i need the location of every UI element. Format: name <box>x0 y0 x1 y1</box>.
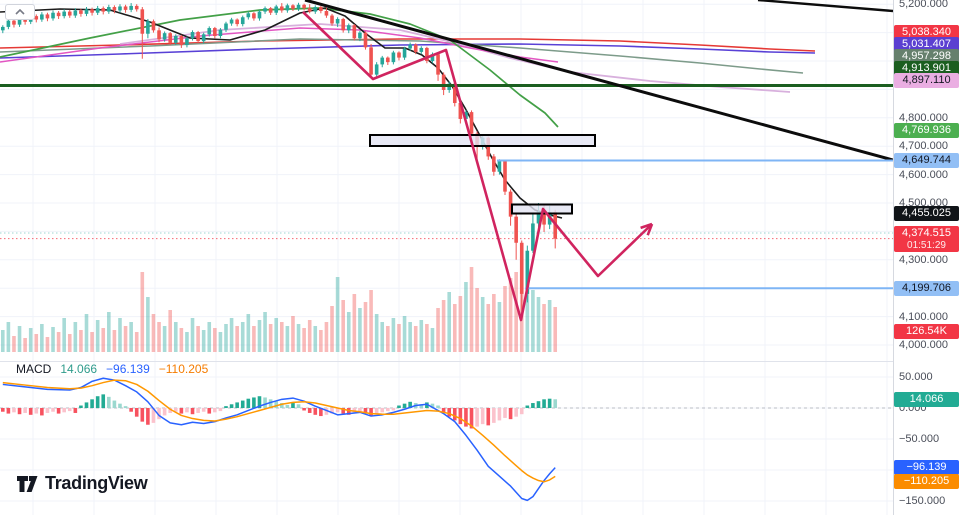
axis-label: −150.000 <box>899 495 946 507</box>
price-scale-axis[interactable]: 5,200.000 4,800.000 4,700.000 4,600.000 4,50… <box>893 0 960 515</box>
price-badge: 5,031.407 <box>894 36 959 52</box>
trendline-upper[interactable] <box>757 0 893 13</box>
axis-label: 4,300.000 <box>899 254 948 266</box>
macd-histogram-value: 14.066 <box>60 362 98 376</box>
price-badge: 4,769.936 <box>894 122 959 138</box>
price-badge: −96.139 <box>894 459 959 475</box>
price-badge: 4,897.110 <box>894 72 959 88</box>
price-badge: 5,038.340 <box>894 24 959 40</box>
axis-label: 4,000.000 <box>899 339 948 351</box>
macd-line-value: −96.139 <box>106 362 150 376</box>
macd-title: MACD <box>16 362 52 376</box>
macd-indicator-legend[interactable]: MACD 14.066 −96.139 −110.205 <box>16 362 208 377</box>
axis-label: −50.000 <box>899 433 940 445</box>
price-badge: 4,913.901 <box>894 60 959 76</box>
axis-label: 5,200.000 <box>899 0 948 10</box>
volume-bars <box>0 257 558 352</box>
candlesticks <box>0 2 558 320</box>
tradingview-logo[interactable]: TradingView <box>16 473 148 494</box>
price-badge: −110.205 <box>894 473 959 489</box>
price-badge: 4,957.298 <box>894 48 959 64</box>
price-badge: 4,199.706 <box>894 280 959 296</box>
tradingview-logo-text: TradingView <box>45 473 148 493</box>
ma-black <box>0 7 563 219</box>
supply-zone-upper[interactable] <box>369 134 596 147</box>
tradingview-logo-icon <box>17 475 38 492</box>
countdown-timer: 01:51:29 <box>907 240 946 251</box>
ma-indigo <box>0 43 816 59</box>
axis-label: 4,100.000 <box>899 311 948 323</box>
axis-label: 50.000 <box>899 371 933 383</box>
axis-label: 4,800.000 <box>899 112 948 124</box>
ma-red <box>0 38 816 52</box>
ma-sage <box>0 38 804 74</box>
legend-collapse-button[interactable] <box>5 4 35 20</box>
price-badge: 4,455.025 <box>894 205 959 221</box>
chevron-up-icon <box>15 9 25 15</box>
price-badge: 4,374.515 01:51:29 <box>894 226 959 252</box>
price-badge: 126.54K <box>894 323 959 339</box>
ma-green <box>0 7 559 128</box>
pattern-zigzag-arrow[interactable] <box>302 11 654 322</box>
trendline-major[interactable] <box>304 0 893 162</box>
macd-line <box>2 377 556 502</box>
macd-signal-line <box>2 379 556 483</box>
price-badge: 14.066 <box>894 391 959 407</box>
axis-label: 4,600.000 <box>899 169 948 181</box>
price-badge: 4,649.744 <box>894 152 959 168</box>
axis-label: 4,700.000 <box>899 140 948 152</box>
macd-signal-value: −110.205 <box>158 362 209 376</box>
